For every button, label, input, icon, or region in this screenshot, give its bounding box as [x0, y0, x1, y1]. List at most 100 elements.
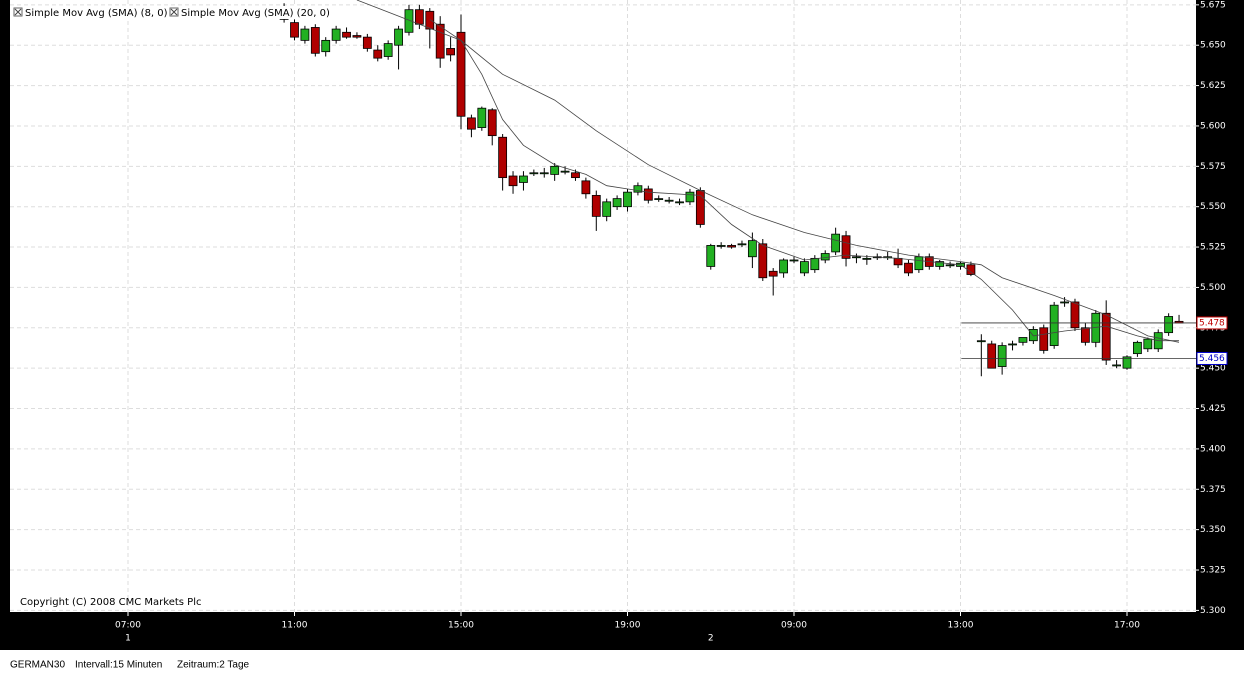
candle-body	[508, 175, 518, 187]
candle-body	[1070, 301, 1080, 329]
candle-body	[800, 261, 809, 274]
candle-body	[1133, 341, 1142, 355]
y-tick-label: 5.500	[1200, 283, 1226, 293]
candle-body	[758, 243, 768, 279]
legend-icon-x	[170, 8, 178, 16]
candle-body	[1143, 338, 1153, 350]
candle-body	[789, 259, 799, 262]
candle-body	[529, 172, 539, 175]
candle-body	[435, 23, 445, 59]
legend-box	[168, 6, 328, 19]
candle-body	[643, 188, 653, 201]
candle-body	[602, 201, 612, 217]
y-tick-label: 5.575	[1200, 162, 1226, 172]
status-interval: Intervall:15 Minuten	[75, 660, 162, 671]
candle-body	[581, 180, 591, 195]
axes: 5.675 5.650 5.625 5.600 5.575 5.550 5.525 5.500…	[115, 0, 1228, 644]
sma-line	[356, 0, 1180, 343]
x-tick-label: 09:00	[781, 621, 807, 631]
candle-body	[914, 256, 924, 271]
candle-body	[945, 264, 955, 267]
candle-body	[935, 261, 945, 267]
candle-body	[685, 191, 695, 203]
candle-body	[310, 27, 320, 54]
x-tick-label: 15:00	[448, 621, 474, 631]
legend-box	[11, 6, 166, 19]
candle-body	[654, 198, 664, 201]
candle-body	[987, 343, 997, 369]
candle-body	[1080, 327, 1090, 343]
candle-body	[623, 191, 632, 208]
candle-body	[394, 28, 403, 46]
candle-body	[1018, 337, 1028, 343]
day-label: 1	[125, 634, 131, 644]
legend-entry[interactable]: Simple Mov Avg (SMA) (20, 0)	[181, 8, 330, 19]
candle-body	[904, 262, 913, 274]
candle-body	[810, 257, 820, 271]
price-marker-label: 5.456	[1199, 354, 1225, 364]
candle-body	[1049, 304, 1059, 346]
candle-body	[456, 31, 466, 117]
candle-body	[560, 170, 570, 173]
y-tick-label: 5.325	[1200, 566, 1226, 576]
candle-body	[550, 165, 560, 175]
candle-body	[779, 259, 789, 274]
candle-body	[664, 199, 674, 202]
candle-body	[331, 28, 341, 41]
candle-body	[342, 31, 351, 38]
candle-body	[446, 48, 456, 56]
candle-body	[519, 175, 528, 183]
candle-body	[321, 39, 331, 53]
candle-body	[467, 117, 476, 130]
candle-body	[425, 10, 435, 30]
legend-icon-x	[14, 8, 22, 16]
candle-body	[997, 345, 1007, 367]
price-marker-box	[1196, 351, 1228, 365]
status-period: Zeitraum:2 Tage	[177, 660, 250, 671]
candle-body	[831, 233, 841, 253]
status-bar	[0, 650, 1244, 675]
y-tick-label: 5.600	[1200, 121, 1226, 131]
candle-body	[477, 107, 487, 128]
candle-body	[1060, 301, 1069, 304]
y-tick-label: 5.550	[1200, 202, 1226, 212]
legend-entry[interactable]: Simple Mov Avg (SMA) (8, 0)	[25, 8, 168, 19]
candle-body	[539, 172, 549, 175]
candle-body	[706, 245, 716, 267]
plot-area	[10, 0, 1196, 612]
candle-body	[716, 245, 726, 247]
candle-body	[976, 340, 986, 343]
x-tick-label: 11:00	[282, 621, 308, 631]
candle-body	[747, 240, 757, 258]
y-tick-label: 5.350	[1200, 525, 1226, 535]
y-tick-label: 5.525	[1200, 243, 1226, 253]
candle-body	[612, 198, 622, 208]
candle-body	[768, 270, 778, 277]
candle-body	[633, 185, 643, 193]
candle-body	[383, 43, 393, 57]
status-symbol: GERMAN30	[10, 660, 65, 671]
candle-body	[591, 194, 601, 217]
x-tick-label: 13:00	[948, 621, 974, 631]
price-marker-box	[1196, 316, 1228, 330]
y-tick-label: 5.450	[1200, 364, 1226, 374]
candle-body	[1164, 316, 1174, 334]
y-tick-label: 5.650	[1200, 41, 1226, 51]
candle-body	[571, 172, 580, 179]
candle-body	[852, 256, 861, 259]
candle-body	[737, 243, 747, 246]
y-tick-label: 5.375	[1200, 485, 1226, 495]
candle-body	[862, 257, 872, 260]
candle-body	[498, 136, 508, 179]
day-label: 2	[708, 634, 714, 644]
candle-body	[362, 36, 372, 49]
price-marker-label: 5.478	[1199, 318, 1225, 328]
candle-body	[373, 49, 383, 59]
candle-body	[1008, 343, 1017, 346]
y-tick-label: 5.675	[1200, 0, 1226, 10]
candle-body	[290, 22, 299, 38]
candle-body	[404, 9, 414, 33]
candle-body	[1101, 312, 1111, 361]
candle-body	[893, 257, 903, 266]
